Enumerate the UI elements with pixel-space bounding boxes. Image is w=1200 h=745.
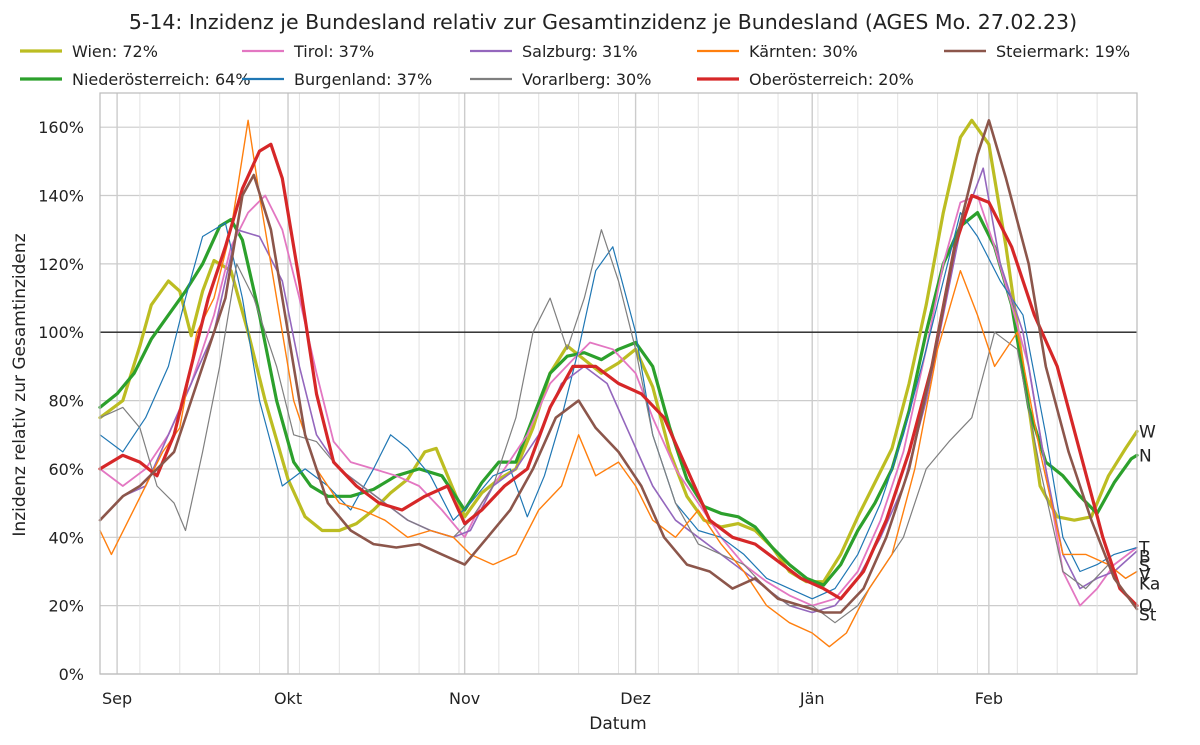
series-line-5 [99,229,1138,624]
series-line-0 [98,118,1139,584]
x-tick-label: Jän [799,689,825,708]
legend: Wien: 72% Niederösterreich: 64% Tirol: 37%… [20,42,1130,89]
legend-entry-3: Burgenland: 37% [294,70,432,89]
y-tick-label: 60% [48,460,84,479]
x-tick-label: Dez [620,689,651,708]
y-tick-label: 140% [38,187,84,206]
series-end-label-5: V [1139,566,1151,586]
series-end-label-1: N [1139,446,1152,466]
x-tick-label: Feb [975,689,1003,708]
plot-frame [99,92,1138,675]
series-end-label-8: St [1139,606,1157,626]
series-end-label-2: T [1138,539,1150,559]
series-line-8 [98,119,1139,614]
series-line-6 [99,119,1138,648]
series-line-4 [99,167,1138,614]
series-end-label-0: W [1139,422,1156,442]
series-end-label-4: S [1139,557,1150,577]
y-tick-label: 40% [48,528,84,547]
x-tick-label: Sep [102,689,132,708]
series-line-7 [98,142,1139,608]
legend-entry-6: Kärnten: 30% [749,42,858,61]
legend-entry-1: Niederösterreich: 64% [72,70,251,89]
y-tick-label: 160% [38,118,84,137]
x-tick-labels: Sep Okt Nov Dez Jän Feb [102,689,1003,708]
y-tick-labels: 0% 20% 40% 60% 80% 100% 120% 140% 160% [38,118,84,684]
y-tick-label: 120% [38,255,84,274]
series-end-label-3: B [1139,548,1151,568]
legend-entry-7: Oberösterreich: 20% [749,70,914,89]
legend-entry-5: Vorarlberg: 30% [522,70,651,89]
y-tick-label: 80% [48,392,84,411]
legend-entry-4: Salzburg: 31% [522,42,638,61]
legend-entry-8: Steiermark: 19% [996,42,1130,61]
series-end-label-7: O [1139,597,1152,617]
legend-entry-0: Wien: 72% [72,42,158,61]
y-tick-label: 20% [48,597,84,616]
series-lines [98,118,1139,648]
chart-title: 5-14: Inzidenz je Bundesland relativ zur… [129,10,1077,34]
y-tick-label: 0% [59,665,84,684]
series-end-label-6: Ka [1139,575,1160,595]
legend-entry-2: Tirol: 37% [293,42,374,61]
series-line-3 [99,212,1138,600]
y-axis-label: Inzidenz relativ zur Gesamtinzidenz [10,233,30,536]
x-axis-label: Datum [589,714,647,734]
x-tick-label: Nov [449,689,480,708]
y-tick-label: 100% [38,323,84,342]
series-line-2 [99,194,1138,607]
x-tick-label: Okt [274,689,302,708]
